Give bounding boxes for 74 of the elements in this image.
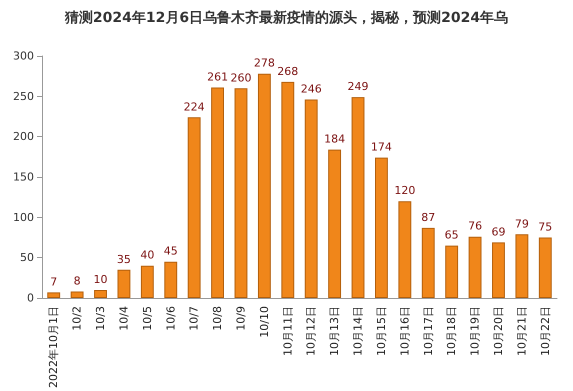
bar <box>538 238 552 298</box>
x-tick-label: 10月15日 <box>374 306 388 356</box>
x-tick-label: 10月18日 <box>445 306 458 356</box>
data-label: 75 <box>538 220 552 234</box>
bar <box>188 117 201 298</box>
chart-title: 猜测2024年12月6日乌鲁木齐最新疫情的源头，揭秘，预测2024年乌 <box>64 9 508 26</box>
bar <box>328 150 342 298</box>
y-tick-label: 200 <box>13 130 34 144</box>
bar <box>445 246 458 298</box>
x-tick-label: 10/2 <box>70 306 84 331</box>
bar <box>281 82 294 298</box>
bar <box>234 88 248 298</box>
x-tick-label: 10月17日 <box>422 306 435 356</box>
x-tick-label: 10/6 <box>164 306 178 331</box>
bar <box>94 290 107 298</box>
x-tick-label: 10/4 <box>117 306 130 331</box>
bar <box>70 292 84 298</box>
data-label: 87 <box>421 210 436 224</box>
bar <box>398 201 412 298</box>
data-label: 69 <box>491 225 506 238</box>
data-label: 268 <box>277 64 298 78</box>
data-label: 35 <box>116 252 131 266</box>
data-label: 10 <box>94 272 108 286</box>
x-tick-label: 10月19日 <box>468 306 482 356</box>
x-tick-label: 10/3 <box>94 306 108 331</box>
bar <box>304 100 318 298</box>
data-label: 246 <box>300 82 322 96</box>
bar <box>164 262 178 298</box>
bar <box>492 242 505 298</box>
x-tick-label: 10月13日 <box>328 306 342 356</box>
x-tick-label: 10月20日 <box>492 306 505 356</box>
x-tick-label: 10月21日 <box>515 306 528 356</box>
data-label: 184 <box>324 132 346 146</box>
x-tick-label: 10月11日 <box>281 306 294 356</box>
x-tick-label: 10/10 <box>258 306 271 338</box>
data-label: 65 <box>444 228 459 242</box>
y-tick-label: 50 <box>20 251 34 264</box>
data-label: 174 <box>370 140 392 154</box>
data-label: 120 <box>394 184 416 198</box>
bar <box>47 292 60 298</box>
x-tick-label: 10月22日 <box>538 306 552 356</box>
y-tick-label: 0 <box>27 292 34 305</box>
data-label: 278 <box>254 56 275 70</box>
data-label: 79 <box>514 217 529 230</box>
data-label: 7 <box>50 275 58 288</box>
data-label: 40 <box>140 248 154 262</box>
data-label: 8 <box>74 274 81 288</box>
x-tick-label: 10月16日 <box>398 306 412 356</box>
data-label: 45 <box>164 244 178 258</box>
bar <box>211 87 224 298</box>
data-label: 261 <box>207 70 228 84</box>
bar <box>352 97 364 298</box>
y-tick-label: 250 <box>13 90 34 103</box>
y-tick-label: 100 <box>13 210 34 224</box>
bar <box>258 74 271 298</box>
bar <box>117 270 130 298</box>
x-tick-label: 2022年10月1日 <box>47 306 60 388</box>
y-tick-label: 300 <box>13 50 34 62</box>
x-tick-label: 10/8 <box>211 306 224 331</box>
x-tick-label: 10月12日 <box>304 306 318 356</box>
x-tick-label: 10/9 <box>234 306 248 331</box>
bar <box>422 228 435 298</box>
x-tick-label: 10/7 <box>188 306 201 331</box>
data-label: 260 <box>230 71 252 84</box>
y-tick-label: 150 <box>13 170 34 184</box>
data-label: 249 <box>348 80 369 94</box>
data-label: 76 <box>468 220 482 233</box>
data-label: 224 <box>184 100 205 114</box>
bar <box>140 266 154 298</box>
bar <box>468 236 482 298</box>
x-tick-label: 10月14日 <box>352 306 365 356</box>
bar <box>374 158 388 298</box>
x-tick-label: 10/5 <box>140 306 154 331</box>
bar <box>515 234 528 298</box>
